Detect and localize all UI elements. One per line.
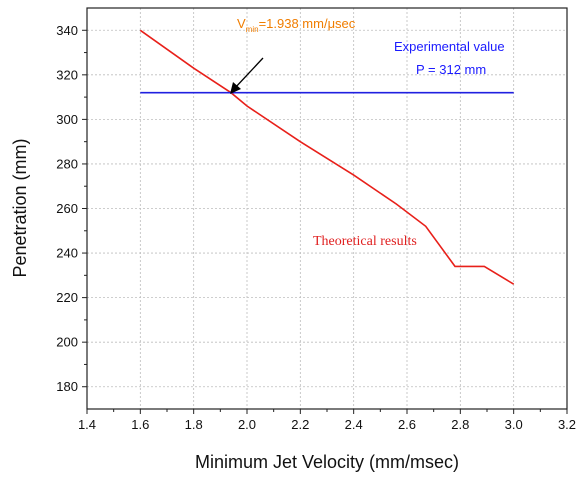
experimental-value-label: Experimental value bbox=[394, 39, 505, 54]
ticks: 1.4 1.6 1.8 2.0 2.2 2.4 2.6 2.8 3.0 3.2 180 200 220 2… bbox=[56, 23, 576, 432]
y-tick-label: 280 bbox=[56, 156, 78, 171]
y-tick-label: 260 bbox=[56, 201, 78, 216]
x-tick-label: 3.0 bbox=[505, 417, 523, 432]
x-tick-label: 2.8 bbox=[451, 417, 469, 432]
series-layer bbox=[139, 29, 515, 285]
grid bbox=[87, 8, 567, 409]
x-tick-label: 2.2 bbox=[291, 417, 309, 432]
y-tick-label: 340 bbox=[56, 23, 78, 38]
x-axis-title: Minimum Jet Velocity (mm/msec) bbox=[195, 452, 459, 472]
vmin-annotation-subscript: min bbox=[246, 25, 259, 34]
theoretical-series-line bbox=[139, 29, 515, 285]
y-tick-label: 300 bbox=[56, 112, 78, 127]
vmin-arrow-head bbox=[230, 82, 241, 94]
y-tick-label: 180 bbox=[56, 379, 78, 394]
experimental-p-label: P = 312 mm bbox=[416, 62, 486, 77]
x-tick-label: 1.4 bbox=[78, 417, 96, 432]
y-tick-label: 240 bbox=[56, 246, 78, 261]
x-tick-label: 3.2 bbox=[558, 417, 576, 432]
theoretical-results-label: Theoretical results bbox=[313, 234, 417, 249]
x-tick-label: 2.6 bbox=[398, 417, 416, 432]
x-tick-label: 1.8 bbox=[185, 417, 203, 432]
x-tick-label: 2.0 bbox=[238, 417, 256, 432]
y-tick-label: 220 bbox=[56, 290, 78, 305]
x-tick-label: 2.4 bbox=[345, 417, 363, 432]
vmin-annotation-prefix: V bbox=[237, 16, 246, 31]
vmin-annotation-value: =1.938 mm/μsec bbox=[259, 16, 356, 31]
y-tick-label: 320 bbox=[56, 67, 78, 82]
x-tick-label: 1.6 bbox=[131, 417, 149, 432]
vmin-annotation: Vmin=1.938 mm/μsec bbox=[237, 16, 356, 34]
y-tick-label: 200 bbox=[56, 335, 78, 350]
vmin-arrow-shaft bbox=[233, 57, 264, 90]
y-axis-title: Penetration (mm) bbox=[10, 138, 30, 277]
